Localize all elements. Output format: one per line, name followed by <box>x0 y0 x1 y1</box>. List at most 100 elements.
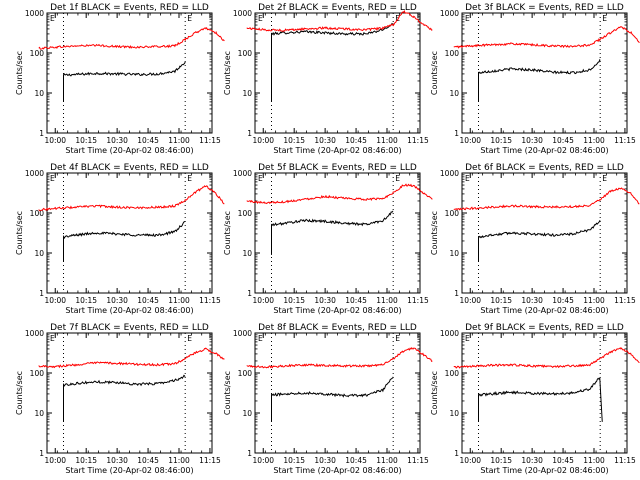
y-tick-label: 1000 <box>440 9 459 18</box>
x-tick-label: 11:15 <box>614 456 636 465</box>
x-tick-label: 10:30 <box>106 456 128 465</box>
series-line-events <box>63 220 186 262</box>
x-tick-label: 10:15 <box>75 136 97 145</box>
x-tick-label: 10:00 <box>252 296 274 305</box>
y-tick-label: 10 <box>242 249 252 258</box>
y-axis-label: Counts/sec <box>223 211 232 255</box>
y-tick-label: 1000 <box>233 329 252 338</box>
series-line-lld <box>453 26 640 49</box>
x-tick-label: 11:15 <box>407 296 429 305</box>
e-marker-label: E <box>50 14 55 23</box>
y-axis-label: Counts/sec <box>15 371 24 415</box>
series-line-events <box>478 58 601 102</box>
x-tick-label: 10:15 <box>283 136 305 145</box>
series-line-events <box>271 210 394 255</box>
y-tick-label: 1 <box>454 449 459 458</box>
series-line-events <box>271 376 394 422</box>
y-tick-label: 10 <box>34 249 44 258</box>
y-tick-label: 1000 <box>233 9 252 18</box>
y-axis-label: Counts/sec <box>223 51 232 95</box>
x-tick-label: 11:15 <box>614 136 636 145</box>
panel-title: Det 3f BLACK = Events, RED = LLD <box>465 3 624 13</box>
x-tick-label: 10:15 <box>490 456 512 465</box>
x-tick-label: 10:45 <box>345 296 367 305</box>
x-tick-label: 10:00 <box>44 296 66 305</box>
x-tick-label: 11:15 <box>199 456 221 465</box>
y-axis-label: Counts/sec <box>15 211 24 255</box>
x-tick-label: 11:00 <box>583 296 605 305</box>
x-tick-label: 10:00 <box>44 136 66 145</box>
e-marker-label: E <box>395 334 400 343</box>
x-axis-label: Start Time (20-Apr-02 08:46:00) <box>480 146 608 155</box>
y-tick-label: 100 <box>30 209 45 218</box>
e-marker-label: E <box>465 174 470 183</box>
x-axis-label: Start Time (20-Apr-02 08:46:00) <box>273 306 401 315</box>
e-marker-label: E <box>465 14 470 23</box>
y-tick-label: 1000 <box>25 329 44 338</box>
x-tick-label: 10:00 <box>459 136 481 145</box>
y-tick-label: 1 <box>39 449 44 458</box>
x-tick-label: 10:15 <box>75 296 97 305</box>
y-tick-label: 1 <box>39 289 44 298</box>
series-line-lld <box>453 347 640 369</box>
x-axis-label: Start Time (20-Apr-02 08:46:00) <box>273 146 401 155</box>
series-line-lld <box>246 346 433 369</box>
y-tick-label: 1000 <box>25 169 44 178</box>
y-tick-label: 1 <box>454 129 459 138</box>
x-tick-label: 10:45 <box>552 456 574 465</box>
x-axis-label: Start Time (20-Apr-02 08:46:00) <box>273 466 401 475</box>
panel-det-3: Det 3f BLACK = Events, RED = LLD 1 10 100 10… <box>430 3 640 155</box>
e-marker-label: E <box>602 14 607 23</box>
x-tick-label: 10:45 <box>552 296 574 305</box>
y-tick-label: 10 <box>34 89 44 98</box>
x-tick-label: 10:30 <box>314 296 336 305</box>
y-tick-label: 1 <box>247 289 252 298</box>
axes-frame <box>254 12 421 134</box>
y-tick-label: 1 <box>247 449 252 458</box>
panel-title: Det 5f BLACK = Events, RED = LLD <box>258 163 417 173</box>
y-tick-label: 1 <box>454 289 459 298</box>
y-tick-label: 10 <box>449 89 459 98</box>
e-marker-label: E <box>258 334 263 343</box>
x-tick-label: 10:30 <box>106 296 128 305</box>
x-axis-label: Start Time (20-Apr-02 08:46:00) <box>65 466 193 475</box>
x-tick-label: 11:15 <box>199 136 221 145</box>
y-axis-label: Counts/sec <box>430 51 439 95</box>
y-tick-label: 1 <box>247 129 252 138</box>
y-tick-label: 1000 <box>233 169 252 178</box>
x-tick-label: 11:00 <box>376 136 398 145</box>
y-tick-label: 1000 <box>440 329 459 338</box>
e-marker-label: E <box>187 334 192 343</box>
y-tick-label: 100 <box>238 209 253 218</box>
e-marker-label: E <box>395 174 400 183</box>
x-tick-label: 11:00 <box>583 456 605 465</box>
panel-title: Det 7f BLACK = Events, RED = LLD <box>50 323 209 333</box>
y-tick-label: 100 <box>238 49 253 58</box>
panel-det-1: Det 1f BLACK = Events, RED = LLD 1 10 100 10… <box>15 3 225 155</box>
x-axis-label: Start Time (20-Apr-02 08:46:00) <box>65 306 193 315</box>
x-tick-label: 10:00 <box>252 456 274 465</box>
x-tick-label: 10:45 <box>137 296 159 305</box>
x-tick-label: 10:30 <box>314 136 336 145</box>
x-axis-label: Start Time (20-Apr-02 08:46:00) <box>65 146 193 155</box>
x-tick-label: 11:00 <box>583 136 605 145</box>
y-tick-label: 10 <box>242 409 252 418</box>
series-line-lld <box>38 347 225 369</box>
y-tick-label: 1 <box>39 129 44 138</box>
series-line-lld <box>38 26 225 50</box>
x-tick-label: 10:45 <box>137 136 159 145</box>
axes-frame <box>46 332 213 454</box>
y-axis-label: Counts/sec <box>430 211 439 255</box>
y-tick-label: 100 <box>30 49 45 58</box>
panel-det-8: Det 8f BLACK = Events, RED = LLD 1 10 100 10… <box>223 323 433 475</box>
x-tick-label: 11:15 <box>407 456 429 465</box>
x-tick-label: 10:30 <box>314 456 336 465</box>
series-line-lld <box>246 9 433 32</box>
x-tick-label: 10:00 <box>459 456 481 465</box>
e-marker-label: E <box>258 14 263 23</box>
y-tick-label: 100 <box>445 49 460 58</box>
panel-det-7: Det 7f BLACK = Events, RED = LLD 1 10 100 10… <box>15 323 225 475</box>
axes-frame <box>46 172 213 294</box>
x-tick-label: 10:30 <box>521 296 543 305</box>
